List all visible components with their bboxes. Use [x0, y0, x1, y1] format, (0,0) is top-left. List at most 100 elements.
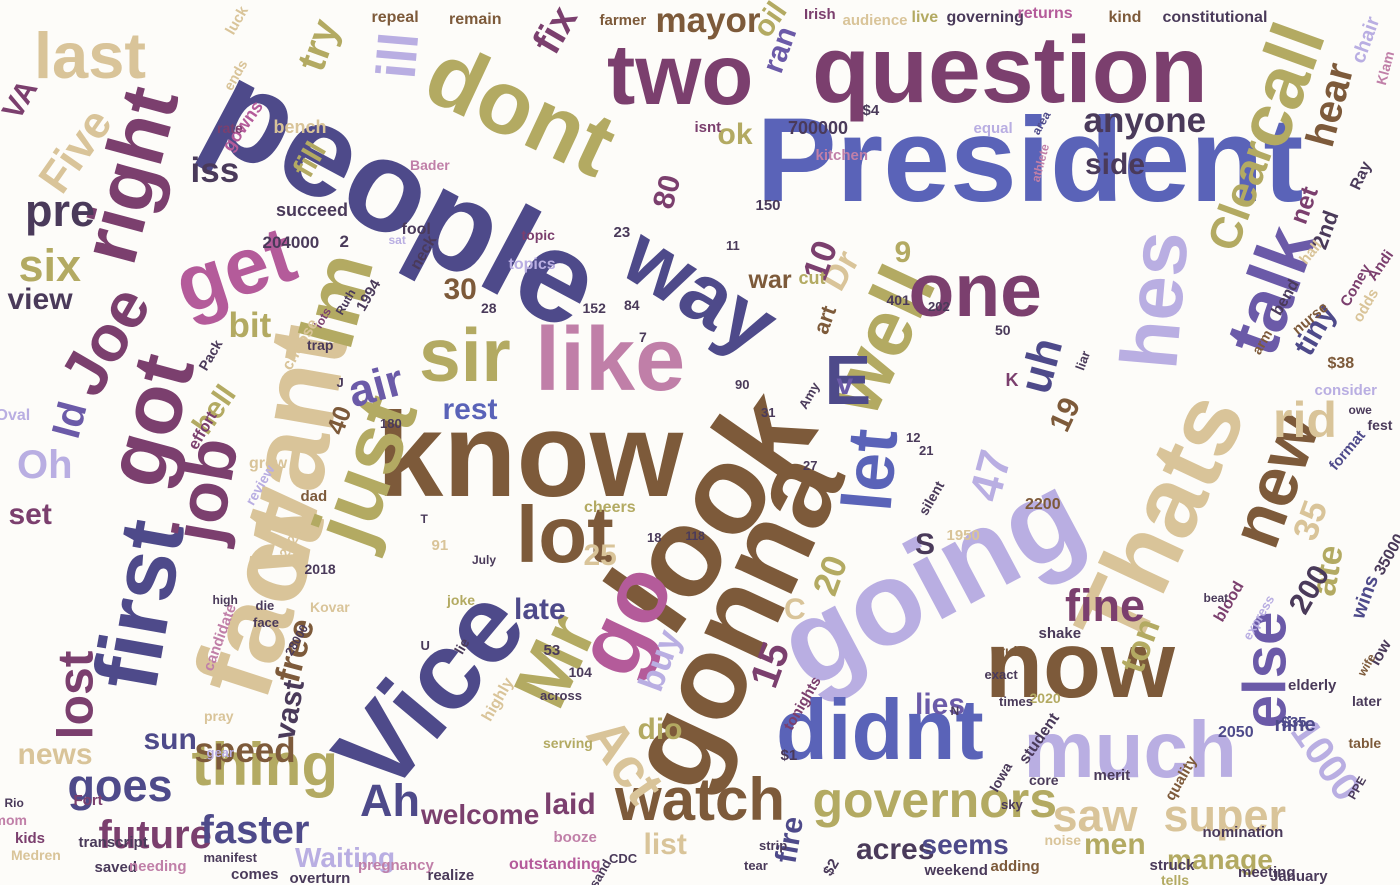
word-governors: governors [812, 772, 1058, 828]
word-table: table [1348, 735, 1382, 751]
word-18: 18 [647, 529, 662, 545]
word-cut: cut [798, 268, 826, 288]
word-news: news [17, 738, 93, 771]
word-kitchen: kitchen [815, 146, 869, 164]
word-mom: mom [0, 812, 27, 828]
word-dollar-38: $38 [1327, 355, 1355, 372]
word-face: face [253, 614, 280, 630]
word-2050: 2050 [1218, 724, 1254, 741]
word-t: T [420, 512, 428, 526]
word-realize: realize [427, 866, 475, 884]
word-list: list [643, 828, 687, 861]
word-dollar-2: $2 [819, 855, 843, 879]
word-2018: 2018 [304, 561, 336, 577]
word-side: side [1085, 148, 1146, 181]
word-manifest: manifest [203, 849, 257, 865]
word-returns: returns [1017, 5, 1073, 22]
word-sat: sat [388, 233, 406, 247]
word-wife: wife [1354, 651, 1379, 679]
word-live: live [911, 9, 939, 26]
word-oh: Oh [17, 443, 73, 487]
word-joke: joke [447, 592, 476, 608]
word-saved: saved [94, 858, 138, 876]
word-104: 104 [568, 664, 592, 680]
word-later: later [1352, 693, 1382, 709]
word-pregnancy: pregnancy [358, 856, 434, 874]
word-u: U [420, 637, 430, 653]
word-january: January [1270, 867, 1328, 885]
word-now: now [985, 611, 1175, 718]
word-anyone: anyone [1083, 100, 1207, 140]
word-air: air [341, 353, 409, 417]
word-118: 118 [685, 529, 705, 543]
word-23: 23 [613, 223, 631, 241]
word-iss: iss [190, 150, 240, 190]
word-n: N [950, 704, 960, 718]
word-topics: topics [508, 256, 556, 273]
word-war: war [748, 265, 792, 294]
word-25: 25 [583, 539, 617, 572]
word-men: men [1084, 828, 1146, 861]
word-welcome: welcome [421, 799, 540, 830]
word-c: C [784, 593, 806, 626]
word-laid: laid [544, 788, 596, 821]
word-watch: watch [615, 766, 786, 833]
word-ray: Ray [1346, 158, 1375, 193]
word-pray: pray [204, 708, 234, 724]
word-21: 21 [919, 442, 934, 458]
word-shake: shake [1038, 624, 1082, 642]
word-adding: adding [990, 857, 1040, 875]
word-owe: owe [1348, 403, 1372, 417]
word-overturn: overturn [289, 869, 351, 885]
word-180: 180 [380, 415, 402, 431]
word-80: 80 [646, 171, 687, 213]
word-across: across [540, 687, 582, 703]
word-exact: exact [984, 666, 1018, 682]
word-152: 152 [582, 300, 606, 316]
word-31: 31 [761, 404, 776, 420]
word-topic: topic [521, 227, 555, 243]
word-transcript: transcript [78, 833, 148, 851]
word-84: 84 [624, 297, 640, 313]
word-gear: gear [206, 744, 234, 760]
word-let: let [827, 425, 913, 515]
word-rate: rate [217, 120, 243, 136]
word-much: much [1023, 705, 1237, 794]
word-nomination: nomination [1202, 823, 1284, 841]
word-succeed: succeed [276, 200, 349, 220]
word-acres: acres [856, 833, 935, 866]
word-speed: speed [194, 730, 296, 770]
word-bader: Bader [410, 157, 450, 173]
word-thing: thing [191, 731, 339, 798]
word-faster: faster [200, 808, 310, 852]
word-super: super [1163, 789, 1287, 841]
word-ah: Ah [360, 774, 420, 826]
word-dollar-4: $4 [862, 101, 880, 119]
word-rest: rest [442, 393, 498, 426]
word-core: core [1029, 772, 1059, 788]
word-700000: 700000 [788, 118, 849, 138]
word-nine: nine [1274, 714, 1316, 736]
word-12: 12 [906, 429, 921, 445]
word-equal: equal [973, 119, 1013, 137]
word-kovar: Kovar [310, 599, 350, 615]
word-chair: chair [1347, 13, 1385, 67]
word-strip: strip [759, 837, 788, 853]
word-rules: rules [999, 643, 1033, 659]
word-two: two [607, 27, 754, 123]
word-meeting: meeting [1238, 863, 1296, 881]
word-repeal: repeal [371, 9, 419, 26]
word-lot: lot [516, 490, 614, 579]
word-isnt: isnt [694, 118, 722, 136]
word-late: late [514, 593, 566, 626]
word-kind: kind [1108, 9, 1142, 26]
word-job: job [157, 431, 253, 549]
word-merit: merit [1093, 766, 1131, 784]
word-six: six [18, 239, 82, 291]
word-30: 30 [443, 273, 477, 306]
word-know: know [376, 388, 684, 522]
word-e: E [824, 341, 872, 419]
word-didnt: didnt [776, 682, 984, 778]
word-last: last [34, 18, 147, 92]
word-amy: Amy [795, 379, 823, 411]
